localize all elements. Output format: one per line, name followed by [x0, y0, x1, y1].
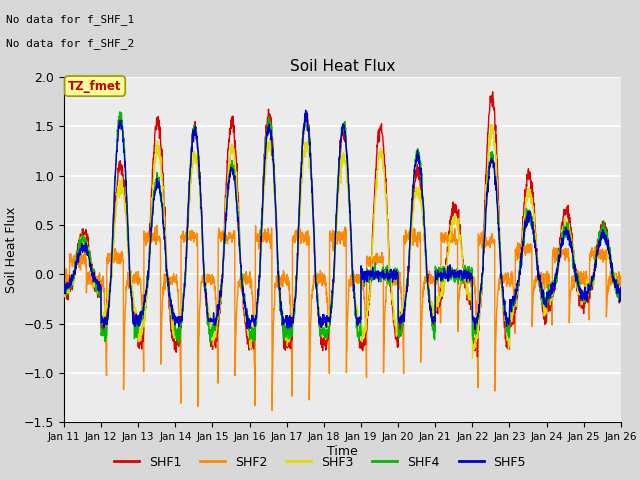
Line: SHF3: SHF3: [64, 125, 621, 358]
SHF4: [359, 269, 367, 275]
SHF3: [505, 347, 513, 352]
SHF4: [60, 284, 68, 289]
SHF1: [505, 341, 513, 347]
Text: TZ_fmet: TZ_fmet: [68, 80, 122, 93]
Line: SHF1: SHF1: [64, 92, 621, 357]
SHF5: [302, 108, 310, 113]
SHF3: [60, 287, 68, 293]
SHF5: [584, 290, 591, 296]
SHF5: [617, 284, 625, 290]
SHF5: [359, 276, 367, 282]
SHF2: [153, 222, 161, 228]
SHF4: [216, 299, 223, 305]
SHF1: [568, 231, 576, 237]
SHF4: [568, 245, 576, 251]
SHF3: [617, 283, 625, 289]
SHF4: [617, 295, 625, 301]
SHF3: [568, 248, 576, 254]
SHF2: [617, 273, 625, 279]
Line: SHF5: SHF5: [64, 110, 621, 329]
SHF4: [505, 322, 513, 328]
SHF4: [175, 340, 183, 346]
Legend: SHF1, SHF2, SHF3, SHF4, SHF5: SHF1, SHF2, SHF3, SHF4, SHF5: [109, 451, 531, 474]
SHF5: [371, 270, 379, 276]
Text: No data for f_SHF_2: No data for f_SHF_2: [6, 38, 134, 49]
SHF2: [268, 408, 276, 414]
SHF3: [358, 324, 366, 330]
SHF2: [216, 235, 223, 241]
SHF5: [216, 301, 223, 307]
Y-axis label: Soil Heat Flux: Soil Heat Flux: [5, 206, 18, 293]
SHF5: [568, 250, 576, 255]
SHF2: [60, 275, 68, 280]
SHF1: [617, 298, 625, 304]
SHF4: [371, 260, 379, 266]
SHF1: [216, 314, 223, 320]
SHF3: [584, 292, 591, 298]
SHF1: [489, 89, 497, 95]
SHF3: [371, 208, 378, 214]
Line: SHF4: SHF4: [64, 111, 621, 343]
X-axis label: Time: Time: [327, 445, 358, 458]
Title: Soil Heat Flux: Soil Heat Flux: [290, 59, 395, 74]
Line: SHF2: SHF2: [64, 225, 621, 411]
SHF2: [584, 286, 591, 292]
SHF1: [584, 297, 591, 302]
SHF1: [358, 338, 366, 344]
SHF5: [60, 288, 68, 294]
SHF1: [60, 293, 68, 299]
SHF3: [488, 122, 495, 128]
SHF1: [474, 354, 481, 360]
SHF5: [505, 322, 513, 327]
SHF2: [568, 274, 576, 279]
SHF4: [584, 293, 591, 299]
SHF2: [359, 287, 367, 293]
SHF4: [303, 108, 310, 114]
Text: No data for f_SHF_1: No data for f_SHF_1: [6, 14, 134, 25]
SHF2: [371, 254, 379, 260]
SHF3: [468, 355, 476, 361]
SHF1: [371, 194, 378, 200]
SHF3: [216, 306, 223, 312]
SHF5: [471, 326, 479, 332]
SHF2: [505, 275, 513, 280]
